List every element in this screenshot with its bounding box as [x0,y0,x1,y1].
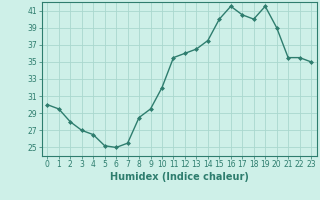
X-axis label: Humidex (Indice chaleur): Humidex (Indice chaleur) [110,172,249,182]
